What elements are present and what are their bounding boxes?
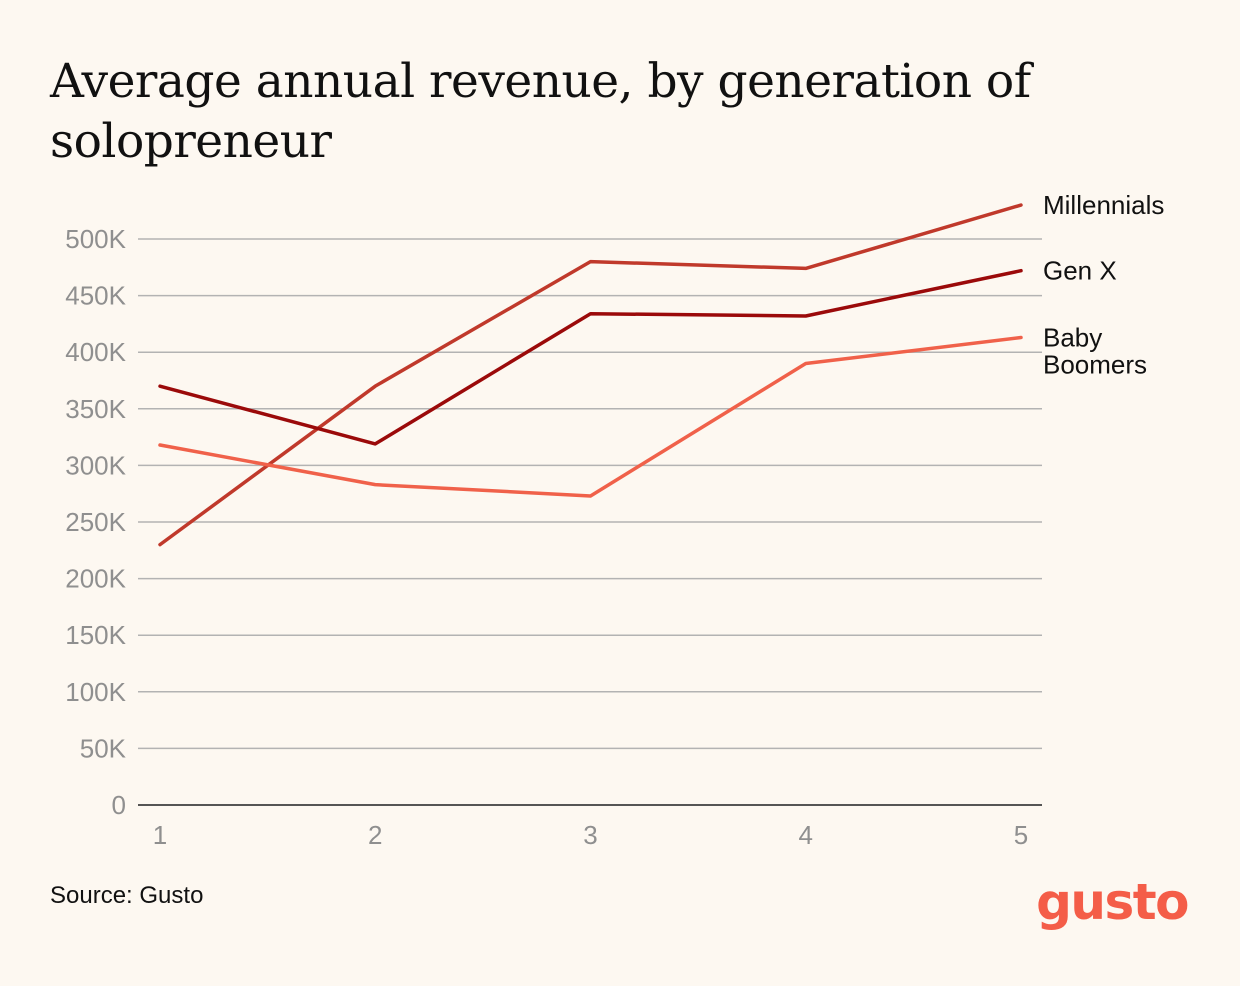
y-tick-label: 500K (65, 224, 126, 254)
series-label-baby-boomers: Baby Boomers (1043, 322, 1147, 379)
y-tick-label: 0 (112, 790, 126, 820)
source-note: Source: Gusto (50, 882, 204, 909)
x-axis-ticks: 1 2 3 4 5 (153, 820, 1028, 850)
x-tick-label: 2 (368, 820, 382, 850)
y-tick-label: 150K (65, 620, 126, 650)
series-lines (158, 203, 1023, 547)
y-axis-ticks: 0 50K 100K 150K 200K 250K 300K 350K 400K 450K 500K (65, 224, 126, 820)
y-tick-label: 250K (65, 507, 126, 537)
y-tick-label: 300K (65, 450, 126, 480)
x-tick-label: 5 (1014, 820, 1028, 850)
series-line-millennials (158, 203, 1023, 547)
series-line-gen-x (158, 268, 1023, 446)
x-tick-label: 3 (583, 820, 597, 850)
gusto-logo: gusto (1036, 873, 1189, 931)
y-tick-label: 200K (65, 564, 126, 594)
y-tick-label: 400K (65, 337, 126, 367)
series-line-baby-boomers (158, 335, 1023, 498)
series-label-gen-x: Gen X (1043, 256, 1117, 286)
y-tick-label: 100K (65, 677, 126, 707)
series-label-millennials: Millennials (1043, 190, 1164, 220)
y-tick-label: 50K (80, 733, 127, 763)
x-tick-label: 1 (153, 820, 167, 850)
y-tick-label: 450K (65, 281, 126, 311)
x-tick-label: 4 (799, 820, 813, 850)
grid-lines (138, 238, 1042, 806)
chart-title: Average annual revenue, by generation of… (50, 54, 1031, 169)
series-labels: Millennials Gen X Baby Boomers (1043, 190, 1164, 379)
y-tick-label: 350K (65, 394, 126, 424)
